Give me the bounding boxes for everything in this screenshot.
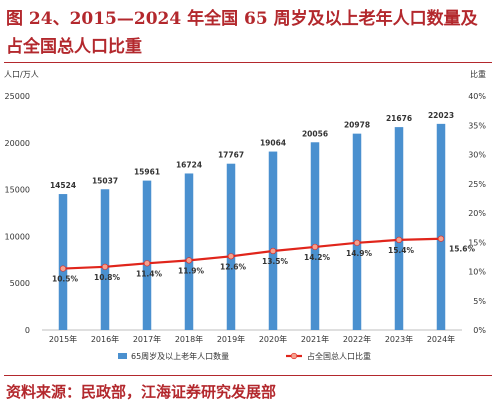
left-axis-tick: 10000 bbox=[5, 232, 30, 241]
share-line-label: 15.4% bbox=[388, 246, 415, 255]
share-line-label: 10.8% bbox=[94, 273, 121, 282]
population-bar bbox=[142, 180, 152, 330]
share-line-label: 12.6% bbox=[220, 262, 247, 271]
share-line-point bbox=[59, 265, 67, 272]
legend-bar-label: 65周岁及以上老年人口数量 bbox=[131, 351, 229, 361]
population-bar-label: 21676 bbox=[386, 114, 412, 123]
x-axis-tick: 2015年 bbox=[49, 334, 77, 344]
share-line-point bbox=[269, 247, 277, 255]
legend-line-marker bbox=[290, 352, 298, 360]
legend-bar-swatch bbox=[118, 353, 127, 359]
share-line bbox=[62, 237, 442, 270]
population-bar-label: 19064 bbox=[260, 139, 286, 148]
right-axis-label: 比重 bbox=[470, 69, 486, 79]
left-axis-tick: 20000 bbox=[5, 139, 30, 148]
left-axis-label: 人口/万人 bbox=[4, 70, 39, 79]
x-axis-tick: 2021年 bbox=[301, 334, 329, 344]
source-note: 资料来源：民政部，江海证券研究发展部 bbox=[6, 383, 277, 401]
population-bar bbox=[310, 142, 320, 330]
population-bar-label: 15037 bbox=[92, 176, 118, 185]
left-axis-tick: 15000 bbox=[5, 186, 30, 195]
x-axis-tick: 2023年 bbox=[385, 334, 413, 344]
title-divider bbox=[4, 62, 492, 63]
population-bar bbox=[268, 151, 278, 330]
population-bar-label: 20056 bbox=[302, 129, 328, 138]
x-axis-tick: 2024年 bbox=[427, 334, 455, 344]
population-bar bbox=[58, 194, 68, 330]
share-line-point bbox=[311, 243, 319, 251]
figure-title: 图 24、2015—2024 年全国 65 周岁及以上老年人口数量及占全国总人口… bbox=[6, 9, 478, 57]
population-bar bbox=[436, 123, 446, 331]
right-axis-tick: 25% bbox=[468, 180, 486, 189]
share-line-point bbox=[353, 239, 361, 246]
share-line-point bbox=[101, 263, 109, 270]
x-axis-tick: 2018年 bbox=[175, 334, 203, 344]
share-line-label: 14.2% bbox=[304, 253, 331, 262]
population-bar-label: 14524 bbox=[50, 181, 76, 190]
share-line-point bbox=[395, 236, 403, 244]
x-axis-tick: 2017年 bbox=[133, 334, 161, 344]
right-axis-tick: 10% bbox=[468, 268, 486, 277]
left-axis-tick: 25000 bbox=[5, 92, 30, 101]
share-line-label: 11.4% bbox=[136, 269, 163, 278]
x-axis-tick: 2022年 bbox=[343, 334, 371, 344]
left-axis-tick: 5000 bbox=[10, 279, 30, 288]
right-axis-tick: 0% bbox=[473, 326, 486, 335]
share-line-label: 15.6% bbox=[449, 245, 476, 254]
population-bar-label: 16724 bbox=[176, 160, 202, 169]
population-bar bbox=[226, 163, 236, 330]
population-bar bbox=[100, 189, 110, 330]
right-axis-tick: 30% bbox=[468, 151, 486, 160]
share-line-point bbox=[227, 253, 235, 260]
x-axis-tick: 2020年 bbox=[259, 334, 287, 344]
share-line-label: 11.9% bbox=[178, 266, 205, 275]
share-line-label: 13.5% bbox=[262, 257, 289, 266]
left-axis-tick: 0 bbox=[25, 326, 30, 335]
population-bar-label: 20978 bbox=[344, 121, 370, 130]
right-axis-tick: 35% bbox=[468, 121, 486, 130]
share-line-point bbox=[185, 257, 193, 264]
right-axis-tick: 5% bbox=[473, 297, 486, 306]
legend-line-label: 占全国总人口比重 bbox=[307, 351, 371, 361]
source-divider bbox=[4, 375, 492, 376]
population-bar-label: 17767 bbox=[218, 151, 244, 160]
share-line-point bbox=[437, 235, 445, 242]
population-bar bbox=[352, 133, 362, 330]
population-bar-label: 15961 bbox=[134, 168, 160, 177]
x-axis-tick: 2016年 bbox=[91, 334, 119, 344]
right-axis-tick: 15% bbox=[468, 238, 486, 247]
population-bar bbox=[184, 173, 194, 330]
right-axis-tick: 40% bbox=[468, 92, 486, 101]
share-line-label: 14.9% bbox=[346, 249, 373, 258]
population-bar-label: 22023 bbox=[428, 111, 454, 120]
x-axis-tick: 2019年 bbox=[217, 334, 245, 344]
right-axis-tick: 20% bbox=[468, 209, 486, 218]
share-line-point bbox=[143, 260, 151, 267]
share-line-label: 10.5% bbox=[52, 275, 79, 284]
population-bar bbox=[394, 127, 404, 330]
